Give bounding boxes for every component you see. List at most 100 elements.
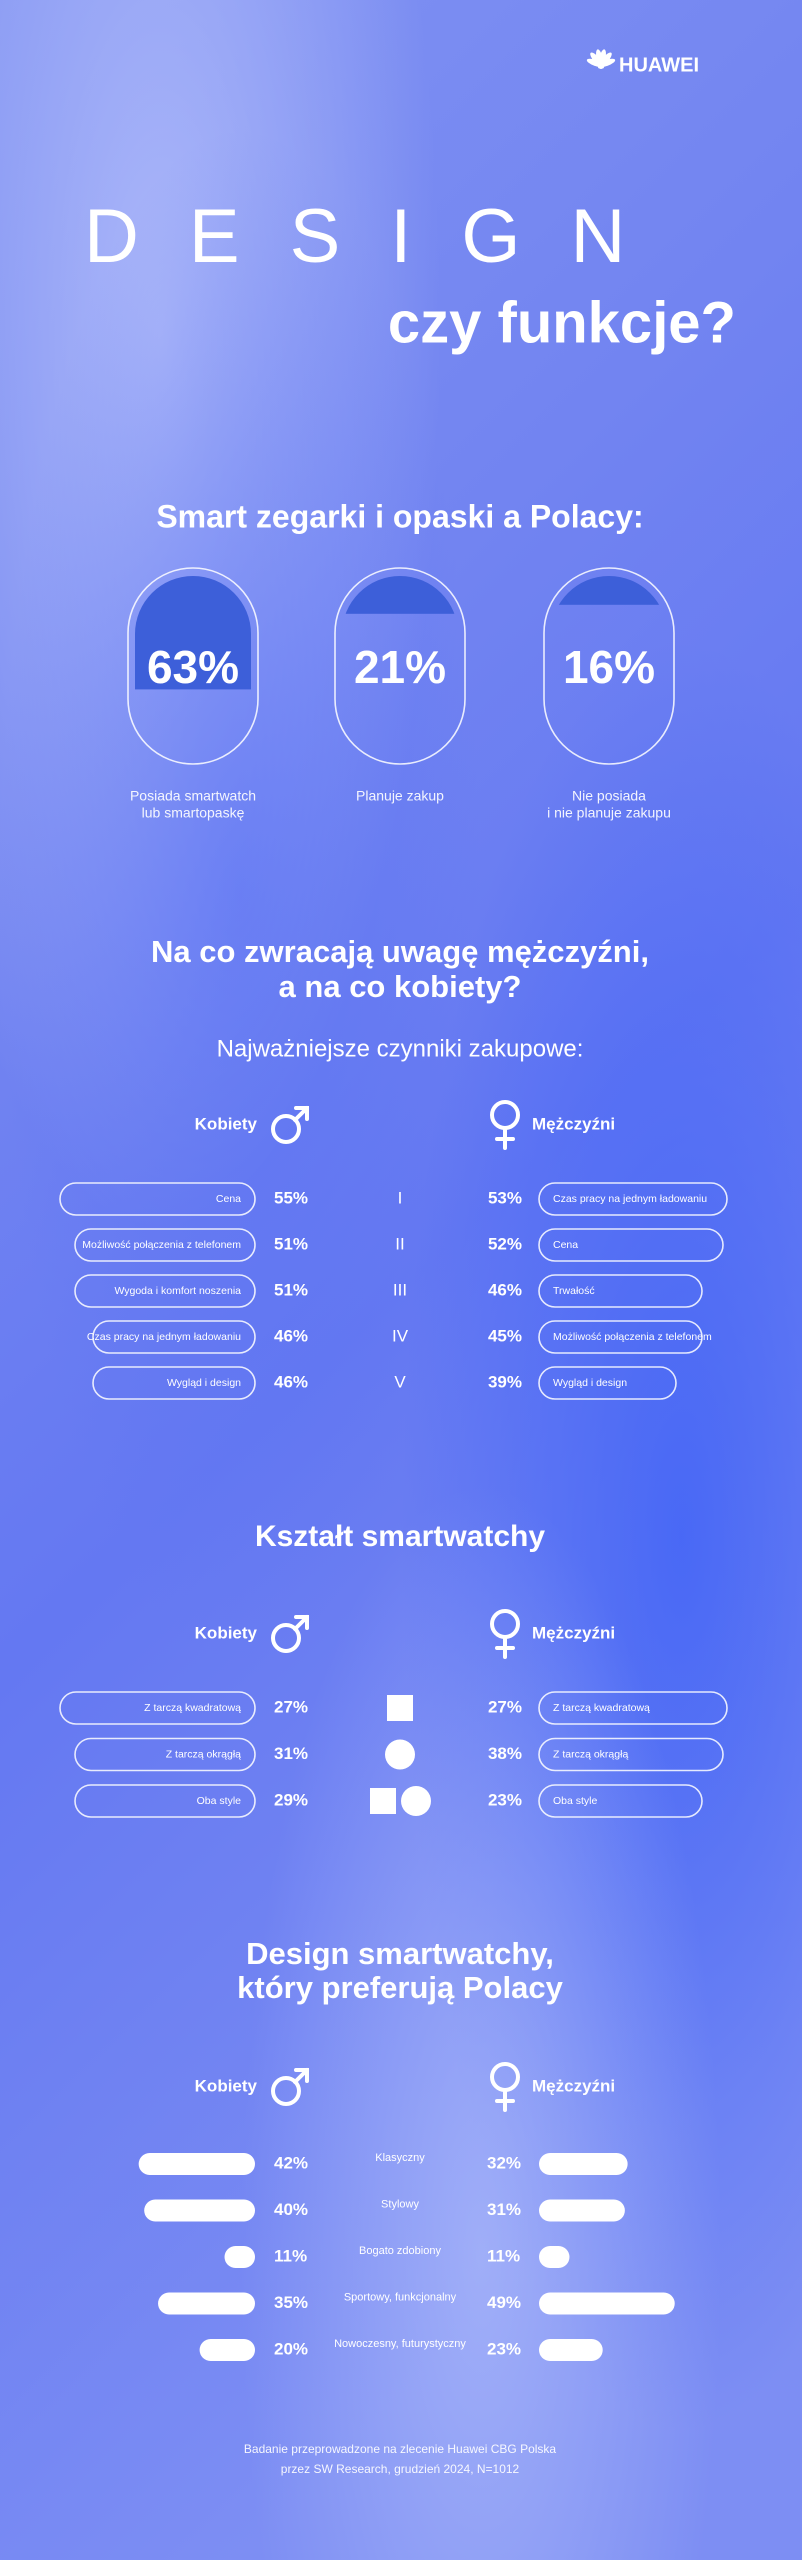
icon-arrow	[293, 1615, 309, 1631]
women-percent: 29%	[274, 1790, 308, 1809]
section-subtitle: Najważniejsze czynniki zakupowe:	[217, 1035, 584, 1062]
option-pill	[92, 1366, 256, 1400]
icon-arrow	[293, 2068, 309, 2084]
square-icon	[370, 1788, 396, 1814]
option-label: Wygląd i design	[167, 1377, 241, 1389]
option-label: Możliwość połączenia z telefonem	[553, 1331, 712, 1343]
section-title: a na co kobiety?	[279, 969, 522, 1004]
capsule-value: 63%	[147, 641, 239, 693]
capsule-outline	[543, 567, 675, 765]
women-percent: 20%	[274, 2339, 308, 2358]
footnote: Badanie przeprowadzone na zlecenie Huawe…	[244, 2442, 557, 2456]
capsule-caption: Nie posiada	[572, 788, 646, 804]
option-pill	[59, 1182, 256, 1216]
men-percent: 46%	[488, 1280, 522, 1299]
capsule-outline	[334, 567, 466, 765]
capsule-caption: i nie planuje zakupu	[547, 805, 671, 821]
section-title: Design smartwatchy,	[246, 1936, 554, 1971]
category-label: Bogato zdobiony	[359, 2245, 441, 2257]
men-percent: 39%	[488, 1372, 522, 1391]
men-label: Mężczyźni	[532, 1623, 615, 1642]
women-percent: 51%	[274, 1280, 308, 1299]
icon-cross	[495, 2088, 515, 2112]
brand-name: HUAWEI	[619, 54, 699, 76]
square-icon	[387, 1695, 413, 1721]
option-pill	[74, 1737, 256, 1772]
brand-logo: HUAWEI	[586, 49, 699, 76]
icon-arrow	[293, 1106, 309, 1122]
rank: V	[394, 1372, 406, 1391]
women-label: Kobiety	[195, 2076, 258, 2095]
men-percent: 45%	[488, 1326, 522, 1345]
footnote: przez SW Research, grudzień 2024, N=1012	[281, 2462, 520, 2476]
option-label: Cena	[553, 1239, 578, 1251]
capsule-value: 21%	[354, 641, 446, 693]
men-percent: 52%	[488, 1234, 522, 1253]
brand-mark	[586, 49, 616, 69]
men-percent: 27%	[488, 1697, 522, 1716]
capsule-outline	[127, 567, 259, 765]
men-bar	[539, 2246, 570, 2268]
mars-icon	[271, 1106, 309, 1144]
option-pill	[538, 1737, 724, 1772]
option-label: Czas pracy na jednym ładowaniu	[87, 1331, 241, 1343]
option-label: Wygląd i design	[553, 1377, 627, 1389]
option-label: Możliwość połączenia z telefonem	[82, 1239, 241, 1251]
men-bar	[539, 2199, 625, 2222]
title: DESIGN	[84, 194, 675, 279]
capsule-fill	[135, 576, 251, 690]
women-label: Kobiety	[195, 1114, 258, 1133]
option-label: Z tarczą kwadratową	[144, 1702, 241, 1714]
capsule-caption: Posiada smartwatch	[130, 788, 256, 804]
women-percent: 46%	[274, 1372, 308, 1391]
women-percent: 31%	[274, 1744, 308, 1763]
option-label: Oba style	[553, 1795, 598, 1807]
icon-circle	[271, 1114, 301, 1144]
women-percent: 35%	[274, 2293, 308, 2312]
section-title: Smart zegarki i opaski a Polacy:	[156, 498, 643, 534]
women-percent: 40%	[274, 2200, 308, 2219]
men-percent: 23%	[488, 1790, 522, 1809]
option-label: Oba style	[197, 1795, 242, 1807]
men-bar	[539, 2339, 603, 2361]
option-label: Wygoda i komfort noszenia	[114, 1285, 241, 1297]
option-pill	[74, 1784, 256, 1818]
capsule	[127, 567, 259, 765]
capsule-caption: lub smartopaskę	[142, 805, 245, 821]
category-label: Nowoczesny, futurystyczny	[334, 2338, 466, 2350]
women-bar	[144, 2199, 255, 2222]
option-pill	[538, 1320, 703, 1354]
women-bar	[224, 2246, 255, 2268]
option-pill	[92, 1320, 256, 1354]
option-label: Z tarczą okrągłą	[553, 1748, 628, 1760]
men-percent: 31%	[487, 2200, 521, 2219]
category-label: Sportowy, funkcjonalny	[344, 2291, 457, 2303]
women-percent: 27%	[274, 1697, 308, 1716]
section-title: Na co zwracają uwagę mężczyźni,	[151, 934, 649, 969]
women-percent: 51%	[274, 1234, 308, 1253]
venus-icon	[490, 1609, 520, 1659]
venus-icon	[490, 2062, 520, 2112]
option-pill	[538, 1228, 724, 1262]
option-pill	[538, 1182, 728, 1216]
option-label: Trwałość	[553, 1285, 595, 1297]
icon-cross	[495, 1635, 515, 1659]
option-pill	[74, 1228, 256, 1262]
capsule-value: 16%	[563, 641, 655, 693]
venus-icon	[490, 1100, 520, 1150]
option-label: Czas pracy na jednym ładowaniu	[553, 1193, 707, 1205]
option-pill	[538, 1274, 703, 1308]
women-percent: 46%	[274, 1326, 308, 1345]
icon-circle	[271, 1623, 301, 1653]
option-pill	[59, 1691, 256, 1725]
round-icon	[385, 1739, 415, 1770]
men-bar	[539, 2153, 628, 2175]
men-percent: 32%	[487, 2153, 521, 2172]
section-title: Kształt smartwatchy	[255, 1520, 545, 1553]
men-percent: 38%	[488, 1744, 522, 1763]
icon-circle	[271, 2076, 301, 2106]
women-percent: 42%	[274, 2153, 308, 2172]
men-percent: 23%	[487, 2339, 521, 2358]
